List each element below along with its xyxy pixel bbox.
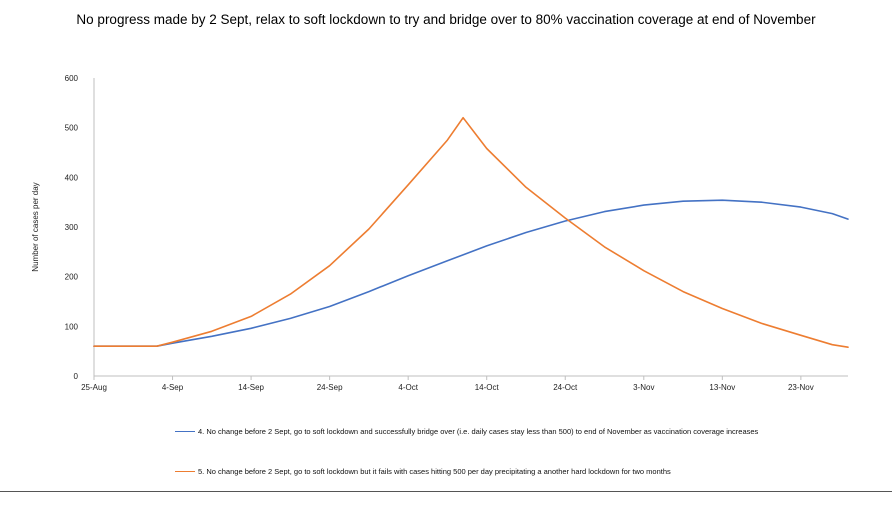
bottom-divider: [0, 491, 892, 492]
x-tick-label: 24-Sep: [317, 383, 343, 392]
y-tick-label: 600: [65, 74, 79, 83]
x-tick-label: 23-Nov: [788, 383, 814, 392]
legend-entry-series-5: 5. No change before 2 Sept, go to soft l…: [175, 467, 671, 476]
x-tick-label: 24-Oct: [553, 383, 578, 392]
x-tick-label: 13-Nov: [709, 383, 735, 392]
y-tick-label: 200: [65, 273, 79, 282]
x-tick-label: 14-Oct: [475, 383, 500, 392]
chart-title: No progress made by 2 Sept, relax to sof…: [76, 12, 816, 27]
y-tick-label: 300: [65, 223, 79, 232]
y-axis-label: Number of cases per day: [31, 182, 40, 271]
series-lines: [93, 116, 849, 349]
axes: [93, 78, 848, 380]
tick-labels: 0 100 200 300 400 500 600 25-Aug 4-Sep 14-Sep 24-S…: [65, 74, 814, 392]
x-tick-label: 25-Aug: [81, 383, 107, 392]
y-tick-label: 100: [65, 322, 79, 331]
series-line-5: [93, 116, 849, 349]
x-tick-label: 14-Sep: [238, 383, 264, 392]
legend-label-series-5: 5. No change before 2 Sept, go to soft l…: [198, 467, 671, 476]
y-tick-label: 500: [65, 124, 79, 133]
x-tick-label: 4-Oct: [398, 383, 418, 392]
legend-swatch-series-4: [175, 431, 195, 432]
legend-label-series-4: 4. No change before 2 Sept, go to soft l…: [198, 427, 759, 436]
y-tick-label: 0: [74, 372, 79, 381]
x-tick-label: 3-Nov: [633, 383, 654, 392]
x-tick-label: 4-Sep: [162, 383, 184, 392]
legend-swatch-series-5: [175, 471, 195, 472]
series-line-4: [93, 199, 849, 348]
legend-entry-series-4: 4. No change before 2 Sept, go to soft l…: [175, 427, 758, 436]
y-tick-label: 400: [65, 173, 79, 182]
